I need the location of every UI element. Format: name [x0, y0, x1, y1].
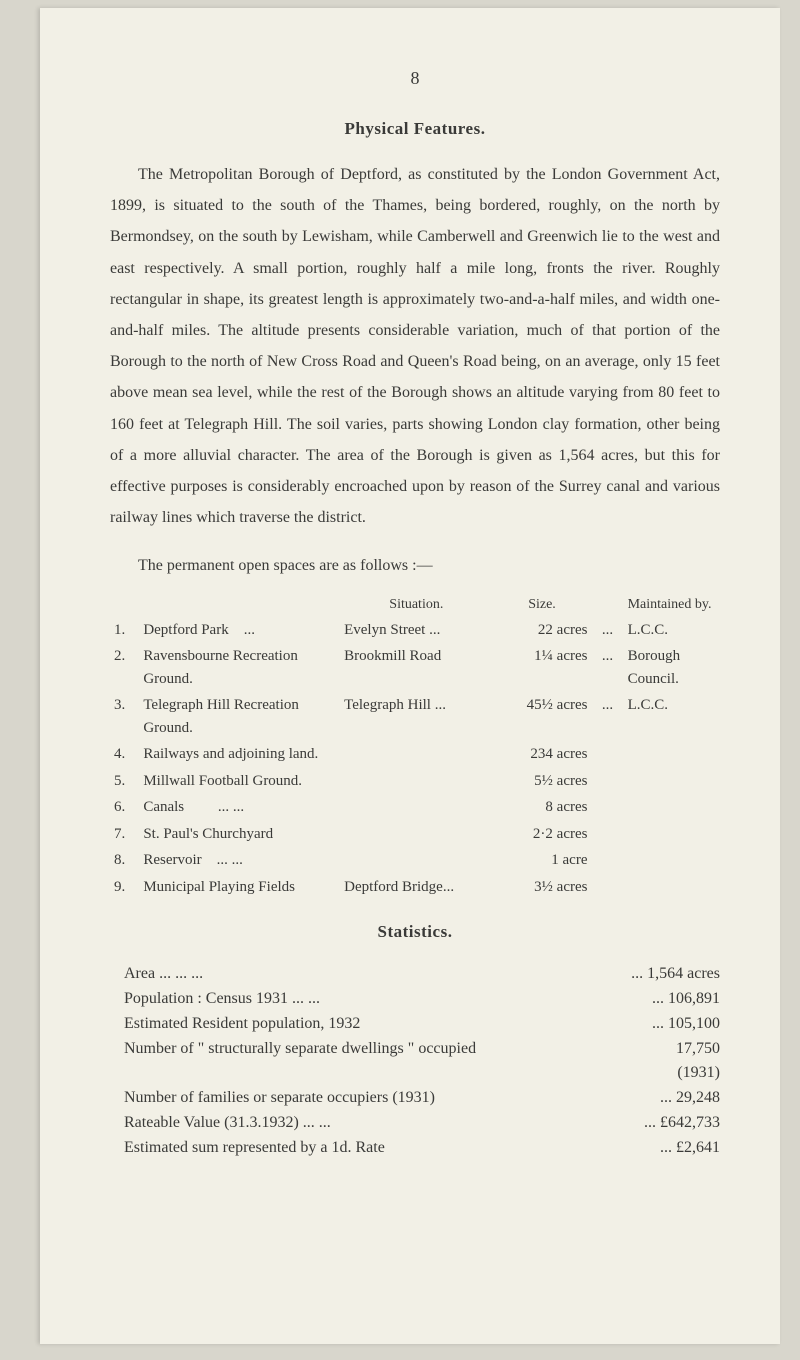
table-row: 1. Deptford Park ... Evelyn Street ... 2… — [110, 617, 720, 644]
table-header-row: Situation. Size. Maintained by. — [110, 592, 720, 617]
document-page: 8 Physical Features. The Metropolitan Bo… — [40, 8, 780, 1344]
table-row: 2. Ravensbourne Recreation Ground. Brook… — [110, 643, 720, 692]
table-row: 3. Telegraph Hill Recreation Ground. Tel… — [110, 692, 720, 741]
table-row: 7. St. Paul's Churchyard 2·2 acres — [110, 821, 720, 848]
stats-row: Number of families or separate occupiers… — [110, 1086, 720, 1111]
page-number: 8 — [110, 68, 720, 89]
table-row: 4. Railways and adjoining land. 234 acre… — [110, 741, 720, 768]
stats-row: Estimated sum represented by a 1d. Rate.… — [110, 1136, 720, 1161]
header-maintained: Maintained by. — [624, 592, 720, 617]
stats-row: Population : Census 1931 ... ...... 106,… — [110, 987, 720, 1012]
table-row: 5. Millwall Football Ground. 5½ acres — [110, 768, 720, 795]
stats-row: Rateable Value (31.3.1932) ... ...... £6… — [110, 1111, 720, 1136]
body-paragraph: The Metropolitan Borough of Deptford, as… — [110, 159, 720, 533]
header-situation: Situation. — [340, 592, 492, 617]
stats-row: Area ... ... ...... 1,564 acres — [110, 962, 720, 987]
section-title-statistics: Statistics. — [110, 922, 720, 942]
open-spaces-intro: The permanent open spaces are as follows… — [110, 551, 720, 581]
header-size: Size. — [493, 592, 592, 617]
stats-row: Estimated Resident population, 1932... 1… — [110, 1012, 720, 1037]
stats-row: (1931) — [110, 1061, 720, 1086]
statistics-block: Area ... ... ...... 1,564 acres Populati… — [110, 962, 720, 1160]
section-title-physical-features: Physical Features. — [110, 119, 720, 139]
open-spaces-table: Situation. Size. Maintained by. 1. Deptf… — [110, 592, 720, 901]
stats-row: Number of " structurally separate dwelli… — [110, 1037, 720, 1062]
table-row: 9. Municipal Playing Fields Deptford Bri… — [110, 874, 720, 901]
table-row: 6. Canals ... ... 8 acres — [110, 794, 720, 821]
table-row: 8. Reservoir ... ... 1 acre — [110, 847, 720, 874]
